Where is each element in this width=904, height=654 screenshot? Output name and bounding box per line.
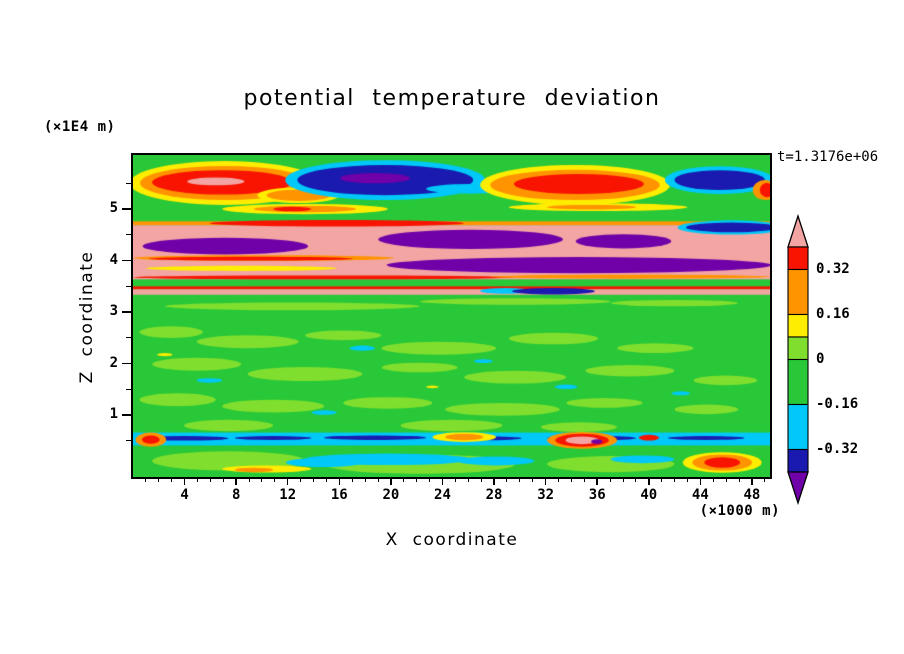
x-minor-tick: [454, 478, 456, 482]
colorbar-tick-label: -0.16: [816, 395, 859, 412]
x-minor-tick: [686, 478, 688, 482]
x-tick: [235, 478, 237, 485]
colorbar-segment: [787, 403, 809, 451]
x-tick-label: 16: [330, 487, 348, 503]
x-tick-label: 44: [691, 487, 709, 503]
x-tick: [648, 478, 650, 485]
x-minor-tick: [377, 478, 379, 482]
chart-title: potential temperature deviation: [243, 86, 661, 111]
x-tick-label: 28: [485, 487, 503, 503]
colorbar: [787, 213, 809, 506]
x-minor-tick: [261, 478, 263, 482]
x-minor-tick: [467, 478, 469, 482]
z-tick-label: 3: [109, 303, 118, 320]
x-minor-tick: [300, 478, 302, 482]
x-minor-tick: [558, 478, 560, 482]
x-minor-tick: [274, 478, 276, 482]
x-tick-label: 24: [434, 487, 451, 503]
colorbar-arrow-up: [787, 213, 809, 248]
x-tick: [596, 478, 598, 485]
x-minor-tick: [145, 478, 147, 482]
x-tick: [699, 478, 702, 485]
x-minor-tick: [712, 478, 714, 482]
x-tick: [544, 478, 547, 485]
colorbar-tick-label: -0.32: [816, 440, 859, 457]
x-minor-tick: [506, 478, 508, 482]
x-tick: [338, 478, 341, 485]
x-units-label: (×1000 m): [699, 503, 780, 519]
z-tick: [122, 362, 131, 365]
x-minor-tick: [364, 478, 366, 482]
colorbar-segment: [787, 336, 809, 361]
x-minor-tick: [622, 478, 624, 482]
x-minor-tick: [661, 478, 663, 482]
z-tick-label: 4: [109, 251, 118, 268]
z-tick-label: 1: [109, 406, 118, 423]
x-tick-label: 12: [279, 487, 297, 503]
x-minor-tick: [725, 478, 727, 482]
z-tick: [122, 311, 131, 313]
time-label: t=1.3176e+06: [777, 149, 879, 165]
x-tick: [493, 478, 495, 485]
x-minor-tick: [570, 478, 572, 482]
x-tick-label: 8: [231, 487, 241, 503]
x-axis-label: X coordinate: [385, 530, 519, 550]
colorbar-segment: [787, 313, 809, 338]
z-tick-label: 5: [109, 200, 118, 217]
x-minor-tick: [429, 478, 431, 482]
x-tick-label: 48: [743, 487, 761, 503]
x-tick-label: 20: [382, 487, 400, 503]
colorbar-tick-label: 0.16: [816, 305, 850, 322]
x-minor-tick: [222, 478, 224, 482]
heatmap-canvas: [133, 155, 770, 477]
colorbar-segment: [787, 246, 809, 271]
x-minor-tick: [248, 478, 250, 482]
x-minor-tick: [609, 478, 611, 482]
x-minor-tick: [158, 478, 160, 482]
colorbar-segment: [787, 268, 809, 316]
colorbar-tick-label: 0: [816, 350, 825, 367]
x-minor-tick: [403, 478, 405, 482]
z-tick: [122, 208, 131, 210]
x-minor-tick: [313, 478, 315, 482]
z-minor-tick: [126, 388, 131, 390]
z-minor-tick: [126, 182, 131, 184]
x-minor-tick: [519, 478, 521, 482]
x-minor-tick: [209, 478, 211, 482]
x-tick-label: 4: [180, 487, 189, 503]
x-minor-tick: [764, 478, 766, 482]
z-minor-tick: [126, 440, 131, 442]
z-tick: [122, 259, 131, 262]
x-minor-tick: [532, 478, 534, 482]
z-minor-tick: [126, 234, 131, 236]
x-minor-tick: [674, 478, 676, 482]
x-tick: [751, 478, 753, 485]
z-tick: [122, 414, 131, 416]
x-minor-tick: [738, 478, 740, 482]
z-minor-tick: [126, 285, 131, 287]
x-minor-tick: [635, 478, 637, 482]
x-tick-label: 36: [588, 487, 606, 503]
z-minor-tick: [126, 337, 131, 339]
x-tick: [183, 478, 186, 485]
x-tick: [390, 478, 392, 485]
x-minor-tick: [196, 478, 198, 482]
x-minor-tick: [583, 478, 585, 482]
x-tick: [286, 478, 289, 485]
x-tick: [441, 478, 444, 485]
colorbar-tick-label: 0.32: [816, 260, 850, 277]
x-minor-tick: [325, 478, 327, 482]
x-minor-tick: [480, 478, 482, 482]
x-tick-label: 32: [537, 487, 555, 503]
z-units-label: (×1E4 m): [44, 119, 116, 135]
colorbar-arrow-down: [787, 471, 809, 506]
colorbar-segment: [787, 448, 809, 473]
colorbar-segment: [787, 358, 809, 406]
x-minor-tick: [416, 478, 418, 482]
z-tick-label: 2: [109, 354, 118, 371]
x-minor-tick: [171, 478, 173, 482]
x-minor-tick: [351, 478, 353, 482]
x-tick-label: 40: [640, 487, 658, 503]
